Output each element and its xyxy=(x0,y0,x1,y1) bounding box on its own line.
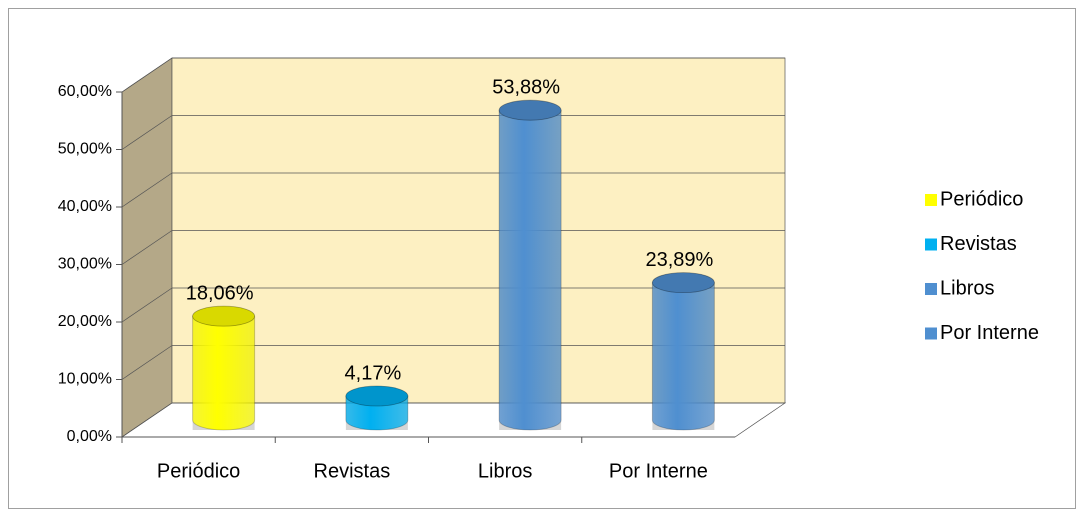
bar-top xyxy=(498,99,562,121)
legend-swatch xyxy=(925,283,937,295)
grid-line xyxy=(121,172,173,208)
bar-top-shade xyxy=(345,386,408,407)
bar-top-shade xyxy=(652,272,715,293)
grid-line xyxy=(121,345,173,380)
grid-line xyxy=(121,57,173,93)
legend-label: Periódico xyxy=(940,188,1023,210)
legend-swatch xyxy=(925,327,937,340)
y-tick-label: 60,00% xyxy=(58,83,112,100)
bar xyxy=(651,282,715,431)
grid-line xyxy=(121,230,173,265)
bar-top-shade xyxy=(499,100,562,121)
y-tick-label: 0,00% xyxy=(67,428,112,445)
x-tick-label: Libros xyxy=(478,460,532,482)
bar xyxy=(192,315,256,431)
bar-top xyxy=(345,385,409,407)
value-label: 53,88% xyxy=(492,76,560,98)
x-tick-label: Revistas xyxy=(314,460,391,482)
value-label: 18,06% xyxy=(186,282,254,304)
grid-line xyxy=(121,115,173,150)
x-tick-label: Periódico xyxy=(157,460,240,482)
grid-line xyxy=(121,402,173,438)
y-tick-label: 10,00% xyxy=(58,371,112,388)
y-tick-label: 50,00% xyxy=(58,141,112,158)
legend-swatch xyxy=(925,238,937,251)
bar xyxy=(498,109,562,431)
value-label: 4,17% xyxy=(345,362,402,384)
y-tick-label: 40,00% xyxy=(58,198,112,215)
value-label: 23,89% xyxy=(645,249,713,271)
bar-top xyxy=(192,305,256,327)
y-tick-label: 30,00% xyxy=(58,256,112,273)
grid-line xyxy=(121,287,173,323)
legend-label: Revistas xyxy=(940,233,1017,255)
x-tick-label: Por Interne xyxy=(609,460,708,482)
bar-top-shade xyxy=(192,306,255,327)
legend-label: Libros xyxy=(940,277,994,299)
y-tick-label: 20,00% xyxy=(58,313,112,330)
legend-label: Por Interne xyxy=(940,322,1039,344)
legend-swatch xyxy=(925,194,937,206)
bar-top xyxy=(651,272,715,294)
